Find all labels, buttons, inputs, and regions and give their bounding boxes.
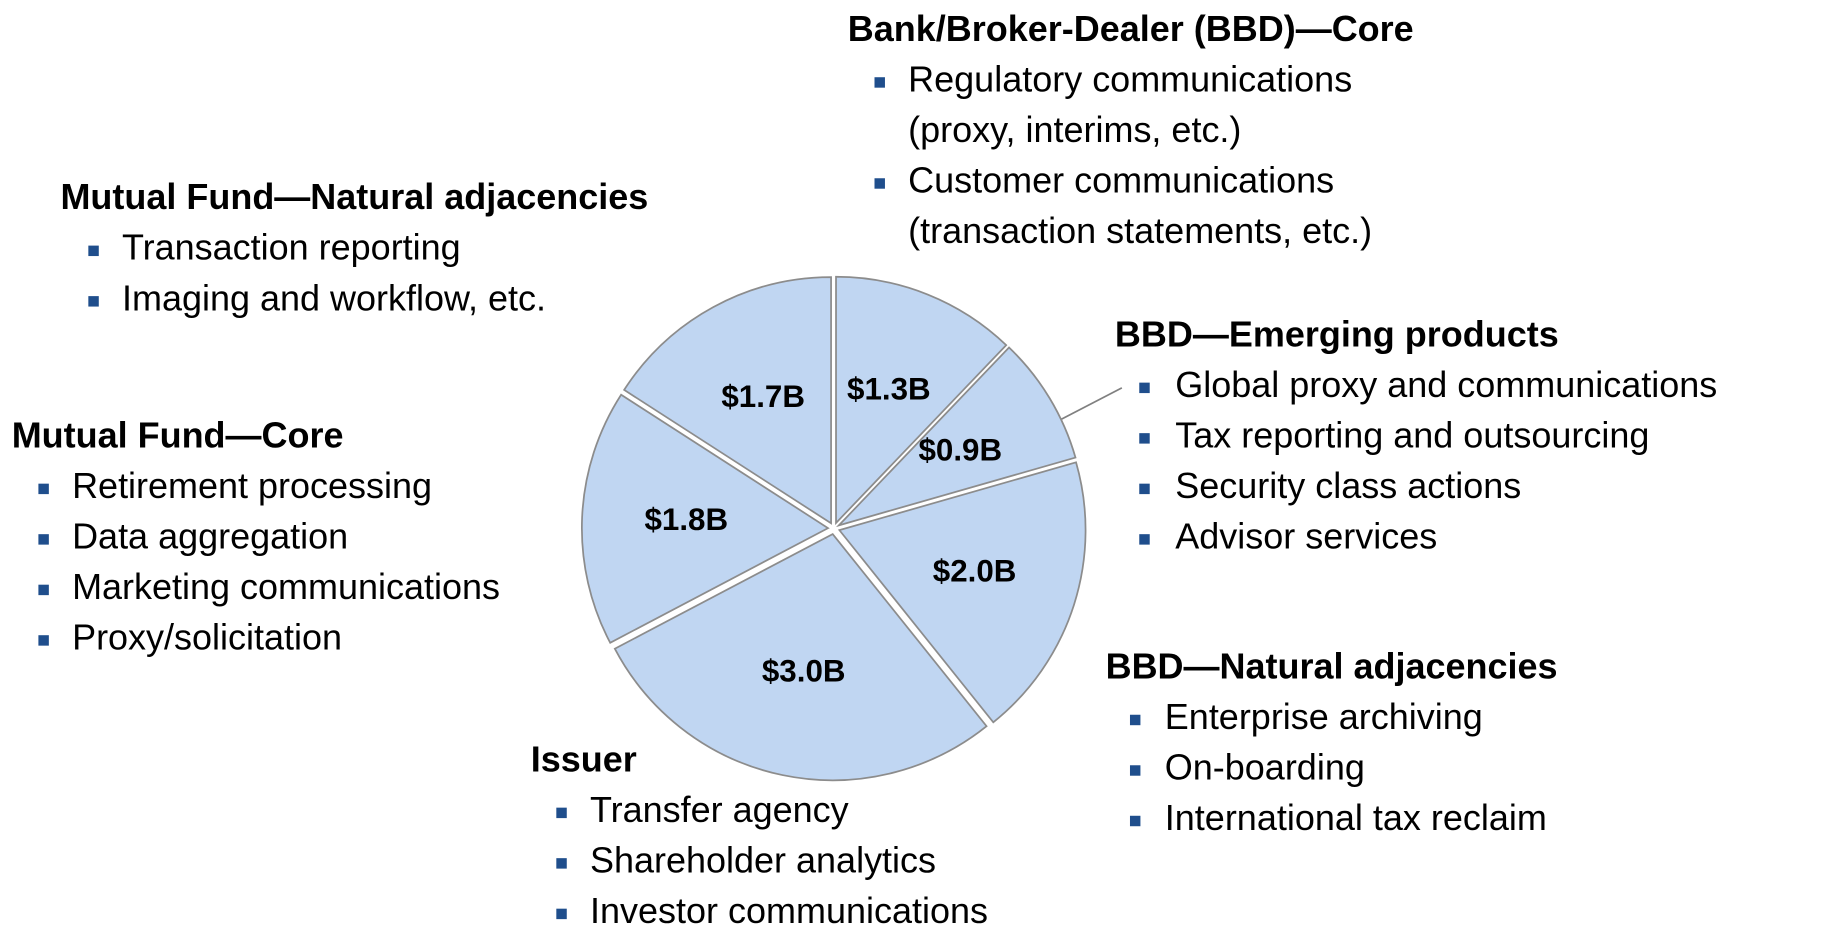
bullet <box>1129 714 1141 726</box>
leader-line <box>1058 387 1123 422</box>
value-label: $2.0B <box>933 553 1017 588</box>
bullet-text: Transaction reporting <box>122 227 461 268</box>
value-label: $1.3B <box>847 372 931 407</box>
bullet-text: Customer communications <box>908 159 1334 200</box>
bullet <box>1139 483 1150 495</box>
bullet-text: Proxy/solicitation <box>72 616 342 657</box>
category-title: BBD—Emerging products <box>1115 313 1559 354</box>
pie-slice <box>613 532 988 782</box>
bullet <box>38 534 49 545</box>
bullet <box>874 77 885 88</box>
bullet <box>1139 534 1150 545</box>
pie-slice <box>581 393 830 644</box>
bullet <box>88 245 99 257</box>
bullet-text: Security class actions <box>1175 465 1521 506</box>
bullet-text: Advisor services <box>1175 515 1437 556</box>
bullet <box>38 584 49 596</box>
value-label: $1.7B <box>721 379 805 414</box>
bullet-text: (transaction statements, etc.) <box>908 210 1372 251</box>
bullet <box>1129 815 1141 827</box>
pie-slice <box>837 461 1087 724</box>
bullet <box>1139 382 1150 394</box>
category-title: Bank/Broker-Dealer (BBD)—Core <box>848 8 1414 49</box>
category-title: Mutual Fund—Core <box>12 414 344 455</box>
bullet <box>38 483 49 495</box>
bullet <box>1139 433 1150 444</box>
bullet <box>88 296 99 307</box>
bullet <box>874 178 885 189</box>
category-title: BBD—Natural adjacencies <box>1106 645 1558 686</box>
value-label: $0.9B <box>918 432 1002 467</box>
bullet-text: Marketing communications <box>72 566 500 607</box>
bullet-text: (proxy, interims, etc.) <box>908 109 1241 150</box>
pie-slice <box>835 275 1008 526</box>
bullet <box>556 908 567 920</box>
bullet-text: Shareholder analytics <box>590 839 936 880</box>
bullet-text: Regulatory communications <box>908 58 1352 99</box>
bullet-text: Data aggregation <box>72 515 348 556</box>
bullet <box>1129 765 1141 776</box>
value-label: $1.8B <box>644 502 728 537</box>
bullet-text: International tax reclaim <box>1165 797 1547 838</box>
bullet <box>556 858 567 869</box>
category-title: Issuer <box>531 738 637 779</box>
bullet-text: Imaging and workflow, etc. <box>122 277 546 318</box>
bullet-text: Retirement processing <box>72 465 432 506</box>
bullet <box>556 807 567 819</box>
pie-slice <box>622 276 832 525</box>
bullet-text: On-boarding <box>1165 746 1365 787</box>
bullet-text: Global proxy and communications <box>1175 364 1717 405</box>
bullet-text: Tax reporting and outsourcing <box>1175 414 1649 455</box>
bullet-text: Transfer agency <box>590 789 849 830</box>
bullet <box>38 635 49 646</box>
bullet-text: Investor communications <box>590 890 988 929</box>
value-label: $3.0B <box>762 653 846 688</box>
category-title: Mutual Fund—Natural adjacencies <box>60 176 648 217</box>
bullet-text: Enterprise archiving <box>1165 696 1483 737</box>
pie-slice <box>835 346 1077 528</box>
